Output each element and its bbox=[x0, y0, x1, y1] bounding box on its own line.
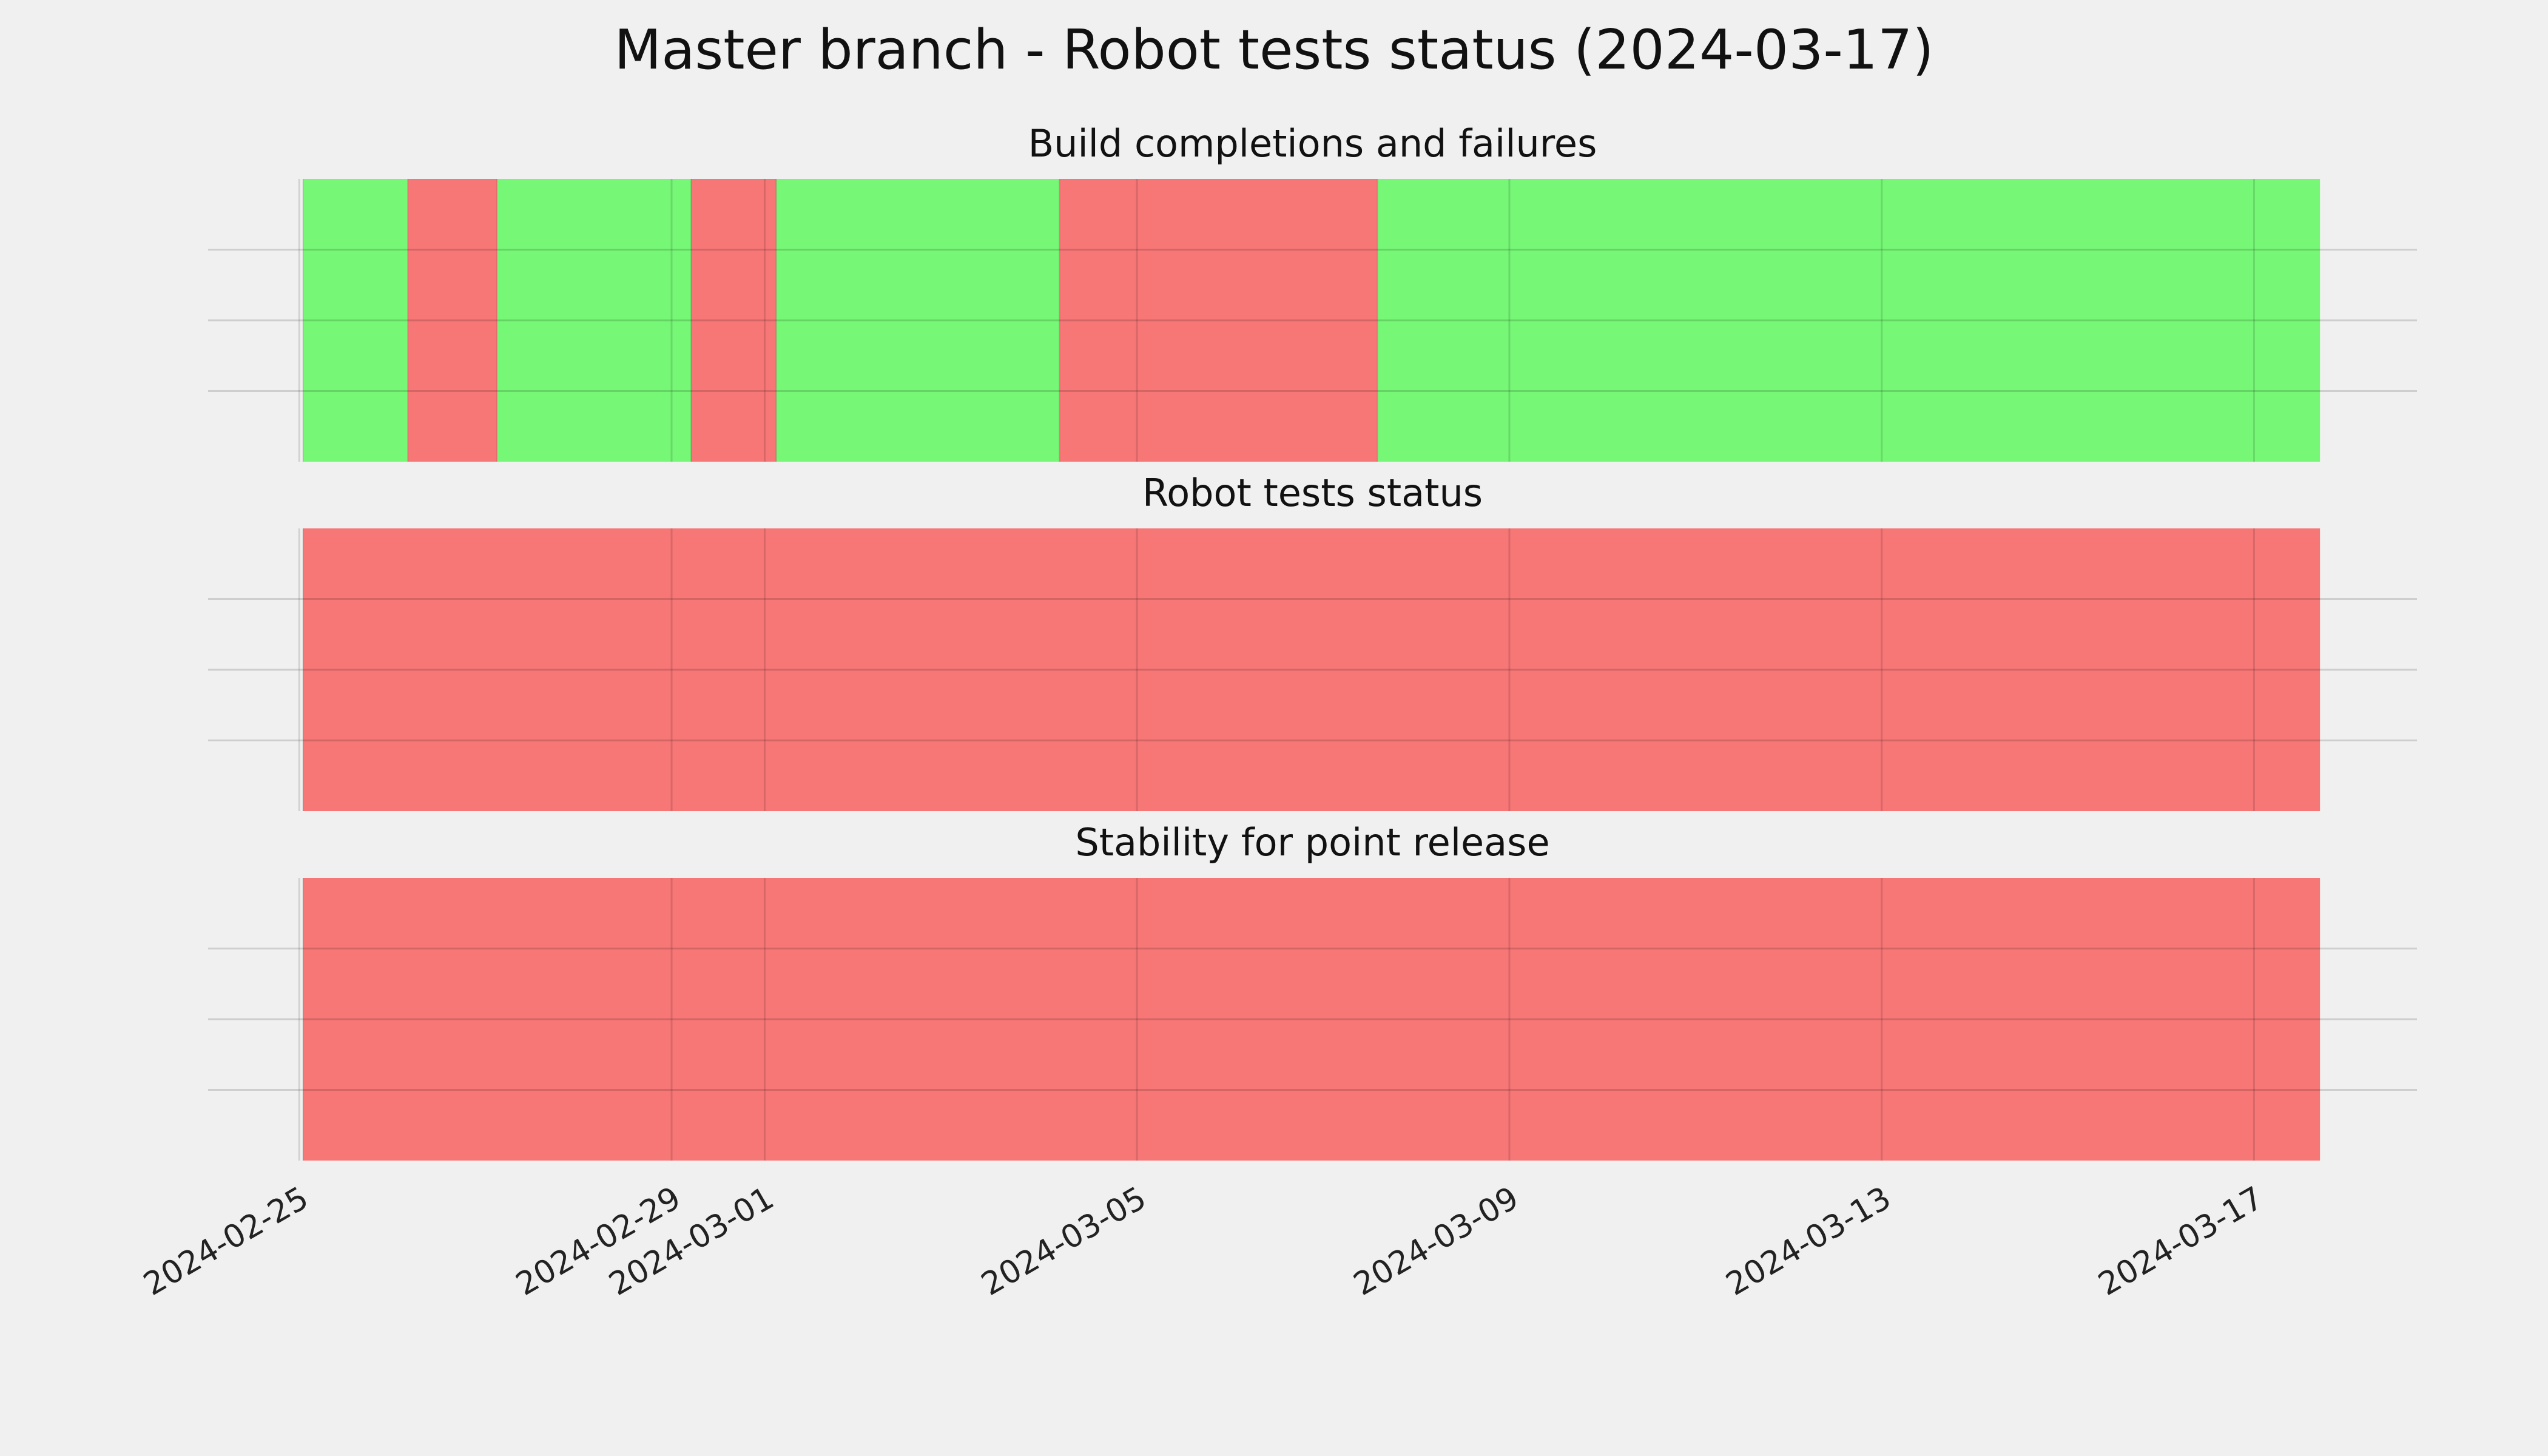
status-span bbox=[303, 528, 2320, 811]
status-span bbox=[303, 179, 408, 462]
status-span bbox=[776, 179, 1060, 462]
status-span bbox=[497, 179, 691, 462]
status-span bbox=[408, 179, 497, 462]
chart-title: Master branch - Robot tests status (2024… bbox=[615, 18, 1934, 82]
panel-title: Robot tests status bbox=[1142, 471, 1483, 515]
panel-title: Build completions and failures bbox=[1028, 121, 1597, 166]
status-span bbox=[690, 179, 777, 462]
status-span bbox=[303, 878, 2320, 1161]
panel-title: Stability for point release bbox=[1075, 820, 1549, 864]
status-span bbox=[1377, 179, 2320, 462]
status-span bbox=[1059, 179, 1378, 462]
